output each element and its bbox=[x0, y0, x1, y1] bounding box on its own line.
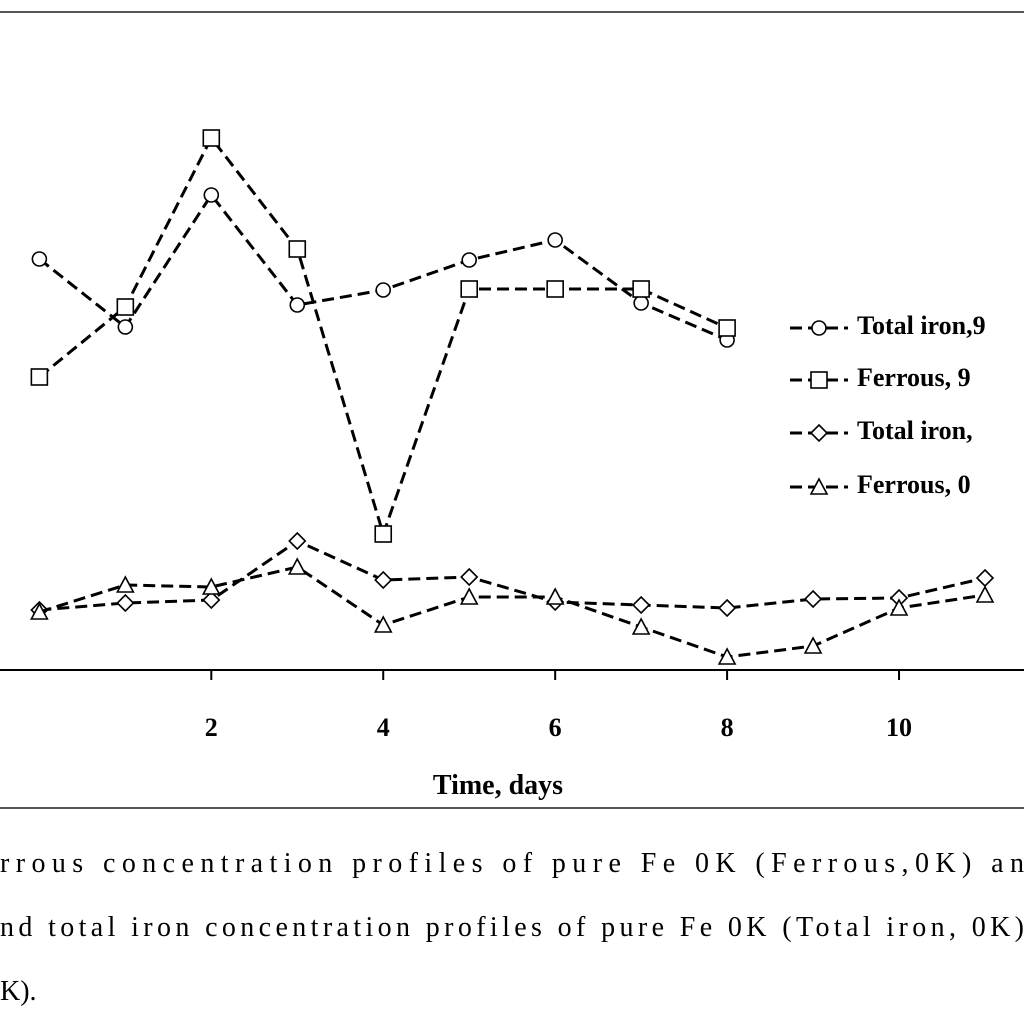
x-axis-label: Time, days bbox=[433, 770, 563, 801]
marker bbox=[374, 525, 393, 543]
marker bbox=[30, 602, 49, 620]
series-line bbox=[38, 135, 728, 539]
marker bbox=[460, 567, 479, 587]
marker bbox=[631, 617, 651, 635]
marker bbox=[201, 577, 221, 595]
marker bbox=[803, 589, 823, 609]
marker bbox=[803, 636, 823, 654]
legend-marker bbox=[811, 320, 827, 336]
marker bbox=[717, 598, 737, 618]
caption-line: K). bbox=[0, 976, 37, 1007]
marker bbox=[30, 368, 49, 386]
marker bbox=[547, 232, 563, 248]
marker bbox=[545, 587, 565, 605]
legend-label: Total iron,9 bbox=[857, 311, 986, 340]
marker bbox=[289, 297, 306, 313]
marker bbox=[375, 282, 392, 298]
legend-marker bbox=[809, 423, 829, 443]
marker bbox=[461, 252, 478, 268]
marker bbox=[633, 295, 649, 311]
x-tick-label: 4 bbox=[377, 713, 390, 742]
marker bbox=[203, 187, 220, 203]
legend-marker bbox=[809, 477, 829, 495]
marker bbox=[31, 251, 48, 267]
marker bbox=[116, 298, 135, 316]
marker bbox=[287, 557, 307, 575]
legend-label: Ferrous, 0 bbox=[857, 470, 971, 499]
legend-label: Total iron, bbox=[857, 416, 973, 445]
marker bbox=[546, 280, 564, 298]
marker bbox=[718, 319, 736, 337]
marker bbox=[202, 590, 221, 610]
caption-line: rrous concentration profiles of pure Fe … bbox=[0, 848, 1024, 879]
x-tick-label: 10 bbox=[886, 713, 912, 742]
legend-label: Ferrous, 9 bbox=[857, 363, 971, 392]
marker bbox=[373, 615, 393, 633]
marker bbox=[116, 593, 135, 613]
marker bbox=[117, 319, 134, 335]
marker bbox=[975, 568, 995, 588]
x-tick-label: 6 bbox=[549, 713, 562, 742]
series-line bbox=[39, 539, 986, 612]
marker bbox=[889, 598, 909, 616]
marker bbox=[632, 595, 651, 615]
legend-marker bbox=[810, 371, 828, 389]
marker bbox=[975, 585, 995, 603]
marker bbox=[116, 575, 135, 593]
marker bbox=[288, 240, 307, 258]
marker bbox=[374, 570, 393, 590]
series-line bbox=[38, 192, 728, 342]
marker bbox=[632, 280, 650, 298]
marker bbox=[459, 587, 479, 605]
series-line bbox=[38, 565, 986, 659]
x-tick-label: 8 bbox=[721, 713, 734, 742]
caption-line: nd total iron concentration profiles of … bbox=[0, 912, 1024, 943]
x-tick-label: 2 bbox=[205, 713, 218, 742]
marker bbox=[288, 531, 307, 551]
marker bbox=[460, 280, 479, 298]
marker bbox=[202, 129, 221, 147]
marker bbox=[717, 647, 737, 665]
